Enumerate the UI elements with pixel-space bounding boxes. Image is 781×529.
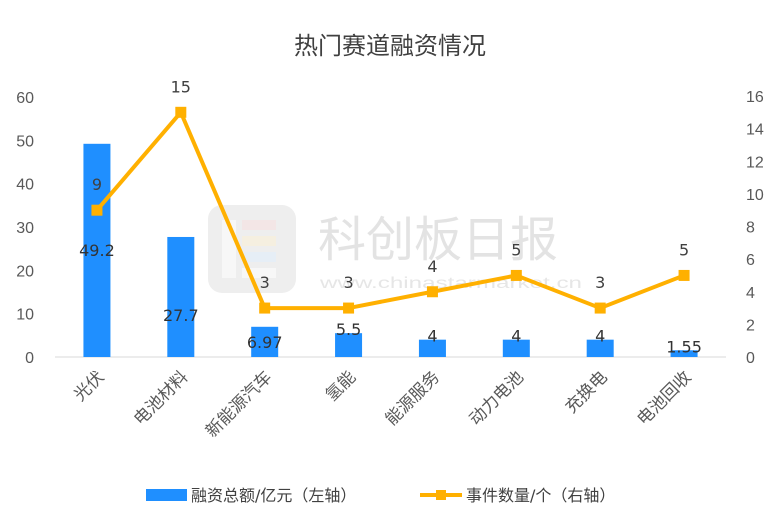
category-label: 新能源汽车 [202, 367, 276, 441]
watermark-text: 科创板日报 [318, 212, 558, 268]
left-tick-label: 40 [16, 177, 34, 194]
right-tick-label: 6 [746, 252, 755, 269]
left-tick-label: 50 [16, 133, 34, 150]
bar [335, 333, 363, 357]
bar [502, 339, 530, 357]
bar-data-label: 5.5 [336, 320, 361, 339]
legend-line-marker [436, 490, 446, 500]
bar [586, 339, 614, 357]
right-tick-label: 16 [746, 89, 764, 106]
bar-data-label: 4 [511, 327, 521, 346]
bar-series [83, 143, 698, 357]
legend-bar-swatch [146, 489, 187, 501]
category-label: 电池材料 [130, 367, 192, 429]
bar-data-labels: 49.2 27.7 6.97 5.5 4 4 4 1.55 [79, 241, 702, 356]
bar [83, 143, 111, 357]
category-label: 动力电池 [466, 367, 528, 429]
left-axis: 0 10 20 30 40 50 60 [16, 90, 34, 367]
line-data-label: 5 [679, 240, 689, 259]
right-tick-label: 14 [746, 122, 764, 139]
category-label: 充换电 [562, 367, 612, 417]
line-data-label: 15 [171, 77, 191, 96]
category-label: 能源服务 [382, 367, 444, 429]
right-tick-label: 10 [746, 187, 764, 204]
legend-line-label: 事件数量/个（右轴） [466, 486, 615, 505]
line-marker [426, 286, 438, 298]
right-tick-label: 2 [746, 317, 755, 334]
legend: 融资总额/亿元（左轴） 事件数量/个（右轴） [146, 486, 615, 505]
bar [418, 339, 446, 357]
line-data-label: 3 [343, 273, 353, 292]
legend-bar-label: 融资总额/亿元（左轴） [191, 486, 356, 505]
left-tick-label: 10 [16, 307, 34, 324]
bar-data-label: 4 [595, 327, 605, 346]
line-marker [594, 302, 606, 314]
bar-data-label: 1.55 [666, 337, 702, 356]
right-tick-label: 8 [746, 220, 755, 237]
line-marker [343, 302, 355, 314]
bar [167, 236, 195, 357]
category-label: 氢能 [322, 367, 360, 405]
right-tick-label: 0 [746, 350, 755, 367]
right-tick-label: 12 [746, 154, 764, 171]
line-marker [678, 269, 690, 281]
bar-data-label: 6.97 [247, 333, 283, 352]
line-data-label: 3 [260, 273, 270, 292]
bar-data-label: 49.2 [79, 241, 115, 260]
line-marker [91, 204, 103, 216]
category-label: 光伏 [70, 367, 108, 405]
line-path [95, 110, 685, 311]
bar [670, 350, 698, 357]
line-data-label: 3 [595, 273, 605, 292]
category-label: 电池回收 [633, 367, 695, 429]
bar-data-label: 27.7 [163, 306, 199, 325]
line-series [91, 106, 690, 314]
line-data-label: 5 [511, 240, 521, 259]
line-data-labels: 9 15 3 3 4 5 3 5 [92, 77, 689, 292]
line-marker [175, 106, 187, 118]
left-tick-label: 60 [16, 90, 34, 107]
left-tick-label: 30 [16, 220, 34, 237]
left-tick-label: 0 [25, 350, 34, 367]
line-data-label: 9 [92, 175, 102, 194]
line-data-label: 4 [427, 257, 437, 276]
line-marker [259, 302, 271, 314]
line-marker [510, 269, 522, 281]
chart-title: 热门赛道融资情况 [294, 32, 486, 60]
left-tick-label: 20 [16, 263, 34, 280]
right-axis: 0 2 4 6 8 10 12 14 16 [746, 89, 764, 367]
bar-data-label: 4 [427, 327, 437, 346]
right-tick-label: 4 [746, 285, 755, 302]
category-labels: 光伏 电池材料 新能源汽车 氢能 能源服务 动力电池 充换电 电池回收 [70, 367, 695, 441]
bar [251, 326, 279, 357]
